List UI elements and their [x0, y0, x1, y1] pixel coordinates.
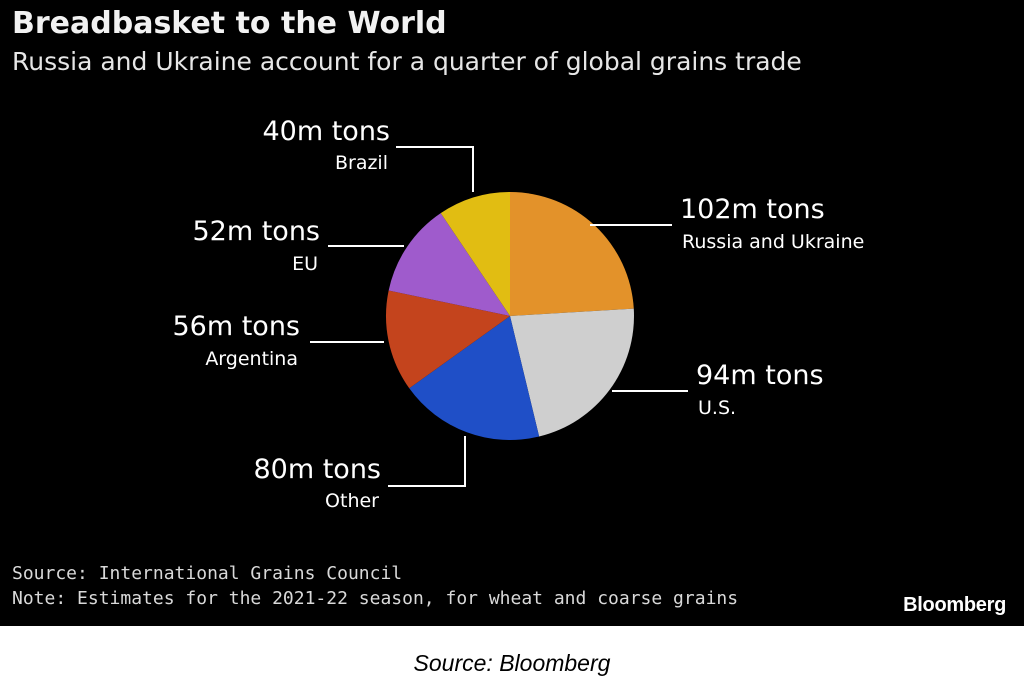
chart-subtitle: Russia and Ukraine account for a quarter…	[12, 47, 802, 76]
chart-title: Breadbasket to the World	[12, 6, 447, 41]
pie-slice-other	[409, 316, 540, 441]
bloomberg-logo: Bloomberg	[903, 594, 1006, 616]
pie-slice-eu	[388, 213, 510, 316]
pie-slice-u-s	[510, 308, 634, 437]
value-label-eu: 52m tons	[192, 216, 320, 247]
category-label-u-s: U.S.	[698, 397, 736, 419]
category-label-eu: EU	[292, 253, 318, 275]
pie-slice-brazil	[440, 192, 510, 316]
category-label-other: Other	[325, 490, 379, 512]
value-label-u-s: 94m tons	[696, 360, 824, 391]
value-label-argentina: 56m tons	[172, 311, 300, 342]
leader-lines	[310, 146, 688, 487]
chart-panel: Breadbasket to the World Russia and Ukra…	[0, 0, 1024, 626]
category-label-argentina: Argentina	[205, 348, 298, 370]
slice-labels: 102m tons Russia and Ukraine 94m tons U.S. 8…	[172, 116, 864, 512]
leader-line-brazil	[396, 146, 474, 192]
figure-caption: Source: Bloomberg	[413, 650, 611, 676]
pie-slice-argentina	[386, 290, 510, 389]
pie-slices	[386, 192, 634, 441]
leader-line-other	[388, 436, 466, 487]
pie-slice-russia-and-ukraine	[510, 192, 634, 316]
category-label-brazil: Brazil	[335, 152, 388, 174]
source-note: Source: International Grains Council	[12, 563, 403, 584]
value-label-brazil: 40m tons	[262, 116, 390, 147]
value-label-other: 80m tons	[253, 454, 381, 485]
pie-chart: 102m tons Russia and Ukraine 94m tons U.S. 8…	[172, 116, 864, 512]
category-label-russia-and-ukraine: Russia and Ukraine	[682, 231, 864, 253]
value-label-russia-and-ukraine: 102m tons	[680, 194, 825, 225]
estimate-note: Note: Estimates for the 2021-22 season, …	[12, 588, 739, 609]
